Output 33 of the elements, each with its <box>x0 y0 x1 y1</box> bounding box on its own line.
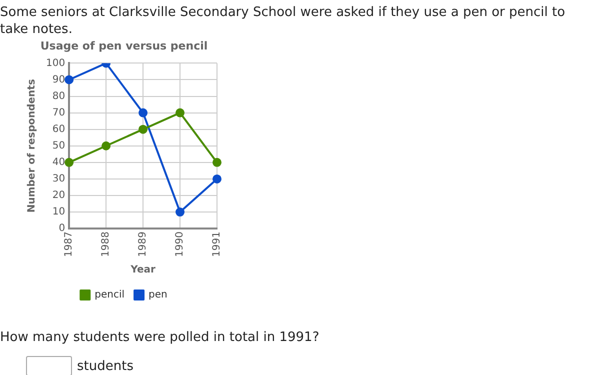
y-tick-label: 30 <box>52 174 66 185</box>
y-tick-label: 100 <box>46 58 66 69</box>
y-tick-label: 20 <box>52 190 66 202</box>
point <box>176 108 185 118</box>
y-tick-label: 0 <box>58 223 66 234</box>
legend-label: pencil <box>94 290 125 301</box>
point <box>102 141 111 150</box>
text: Some seniors at Clarksville Secondary School were asked if they use a pen or pencil to take notes. <box>0 4 566 38</box>
chart-title: Usage of pen versus pencil <box>40 39 208 52</box>
y-axis-title: Number of respondents <box>26 79 38 213</box>
point <box>64 158 74 167</box>
text: How many students were polled in total in 1991? <box>0 329 320 346</box>
y-tick-label: 60 <box>52 124 66 135</box>
text: students <box>77 358 134 375</box>
x-tick-label: 1990 <box>174 232 186 258</box>
x-tick-label: 1987 <box>64 232 75 258</box>
y-tick-label: 10 <box>52 206 66 218</box>
point <box>212 174 222 184</box>
x-tick-label: 1989 <box>138 232 149 258</box>
x-axis-title: Year <box>130 264 156 276</box>
point <box>138 124 148 134</box>
point <box>138 108 148 118</box>
point <box>64 75 74 84</box>
y-tick-label: 90 <box>52 74 66 86</box>
point <box>176 208 185 217</box>
legend-label: pen <box>148 290 168 301</box>
y-tick-label: 80 <box>52 90 66 102</box>
point <box>212 158 222 167</box>
y-tick-label: 70 <box>52 107 66 118</box>
y-tick-label: 50 <box>52 140 66 152</box>
x-tick-label: 1991 <box>212 232 223 258</box>
y-tick-label: 40 <box>52 157 66 168</box>
x-tick-label: 1988 <box>100 232 112 258</box>
